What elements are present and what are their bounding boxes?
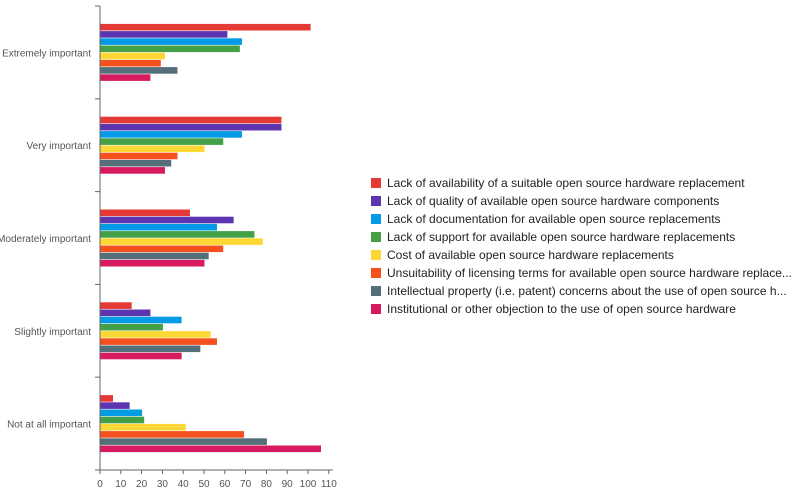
legend-swatch (371, 214, 381, 224)
bar[interactable] (100, 395, 113, 402)
bar[interactable] (100, 416, 145, 424)
x-tick-label: 40 (178, 479, 190, 490)
bar[interactable] (100, 223, 217, 231)
legend-swatch (371, 178, 381, 188)
bar[interactable] (100, 67, 178, 74)
bar[interactable] (100, 52, 165, 60)
legend-item[interactable]: Intellectual property (i.e. patent) conc… (371, 282, 796, 300)
legend-item[interactable]: Lack of documentation for available open… (371, 210, 796, 228)
bar[interactable] (100, 238, 263, 245)
legend-item[interactable]: Lack of support for available open sourc… (371, 228, 796, 246)
bar[interactable] (100, 159, 172, 167)
bar[interactable] (100, 345, 201, 353)
legend-item[interactable]: Lack of availability of a suitable open … (371, 174, 796, 192)
legend-swatch (371, 232, 381, 242)
legend-item[interactable]: Unsuitability of licensing terms for ava… (371, 264, 796, 282)
bar[interactable] (100, 252, 209, 260)
legend-item[interactable]: Lack of quality of available open source… (371, 192, 796, 210)
bar[interactable] (100, 309, 151, 317)
bar[interactable] (100, 423, 186, 431)
bar[interactable] (100, 352, 182, 360)
x-tick-label: 110 (321, 479, 337, 490)
bar[interactable] (100, 445, 321, 453)
bar[interactable] (100, 152, 178, 160)
x-tick-label: 80 (261, 479, 273, 490)
legend-label: Lack of documentation for available open… (387, 212, 721, 226)
legend-swatch (371, 286, 381, 296)
legend-label: Cost of available open source hardware r… (387, 248, 674, 262)
bar[interactable] (100, 216, 234, 224)
bar[interactable] (100, 438, 267, 445)
bar[interactable] (100, 45, 240, 53)
legend-swatch (371, 268, 381, 278)
x-tick-label: 100 (300, 479, 317, 490)
bar[interactable] (100, 59, 161, 67)
bar[interactable] (100, 331, 211, 338)
bar[interactable] (100, 302, 132, 309)
category-label: Very important (27, 141, 92, 152)
bar[interactable] (100, 231, 255, 238)
x-tick-label: 60 (219, 479, 231, 490)
bar[interactable] (100, 138, 224, 145)
bar[interactable] (100, 259, 205, 267)
x-tick-label: 30 (157, 479, 169, 490)
bar[interactable] (100, 131, 242, 138)
bar[interactable] (100, 338, 217, 345)
legend-swatch (371, 304, 381, 314)
category-label: Extremely important (2, 48, 91, 59)
bar[interactable] (100, 38, 242, 45)
x-tick-label: 10 (115, 479, 127, 490)
bar[interactable] (100, 31, 228, 38)
legend-label: Lack of availability of a suitable open … (387, 176, 745, 190)
x-tick-label: 20 (136, 479, 148, 490)
x-tick-label: 0 (97, 479, 103, 490)
x-tick-label: 70 (240, 479, 252, 490)
legend-label: Institutional or other objection to the … (387, 302, 736, 316)
x-tick-label: 50 (198, 479, 210, 490)
legend-item[interactable]: Institutional or other objection to the … (371, 300, 796, 318)
bar[interactable] (100, 409, 143, 417)
legend: Lack of availability of a suitable open … (371, 174, 796, 318)
bar[interactable] (100, 74, 151, 81)
x-tick-label: 90 (282, 479, 294, 490)
bar[interactable] (100, 145, 205, 153)
legend-item[interactable]: Cost of available open source hardware r… (371, 246, 796, 264)
category-label: Moderately important (0, 234, 91, 245)
bar[interactable] (100, 316, 182, 324)
legend-label: Lack of support for available open sourc… (387, 230, 736, 244)
bar[interactable] (100, 123, 282, 131)
bar[interactable] (100, 209, 190, 217)
bar[interactable] (100, 402, 130, 409)
bar[interactable] (100, 116, 282, 124)
bar[interactable] (100, 431, 245, 438)
legend-label: Unsuitability of licensing terms for ava… (387, 266, 792, 280)
bar[interactable] (100, 167, 165, 174)
bar[interactable] (100, 323, 163, 331)
legend-swatch (371, 250, 381, 260)
category-label: Not at all important (7, 420, 91, 431)
bar[interactable] (100, 23, 311, 31)
legend-label: Intellectual property (i.e. patent) conc… (387, 284, 787, 298)
bar[interactable] (100, 245, 224, 253)
legend-swatch (371, 196, 381, 206)
category-label: Slightly important (14, 327, 91, 338)
legend-label: Lack of quality of available open source… (387, 194, 720, 208)
